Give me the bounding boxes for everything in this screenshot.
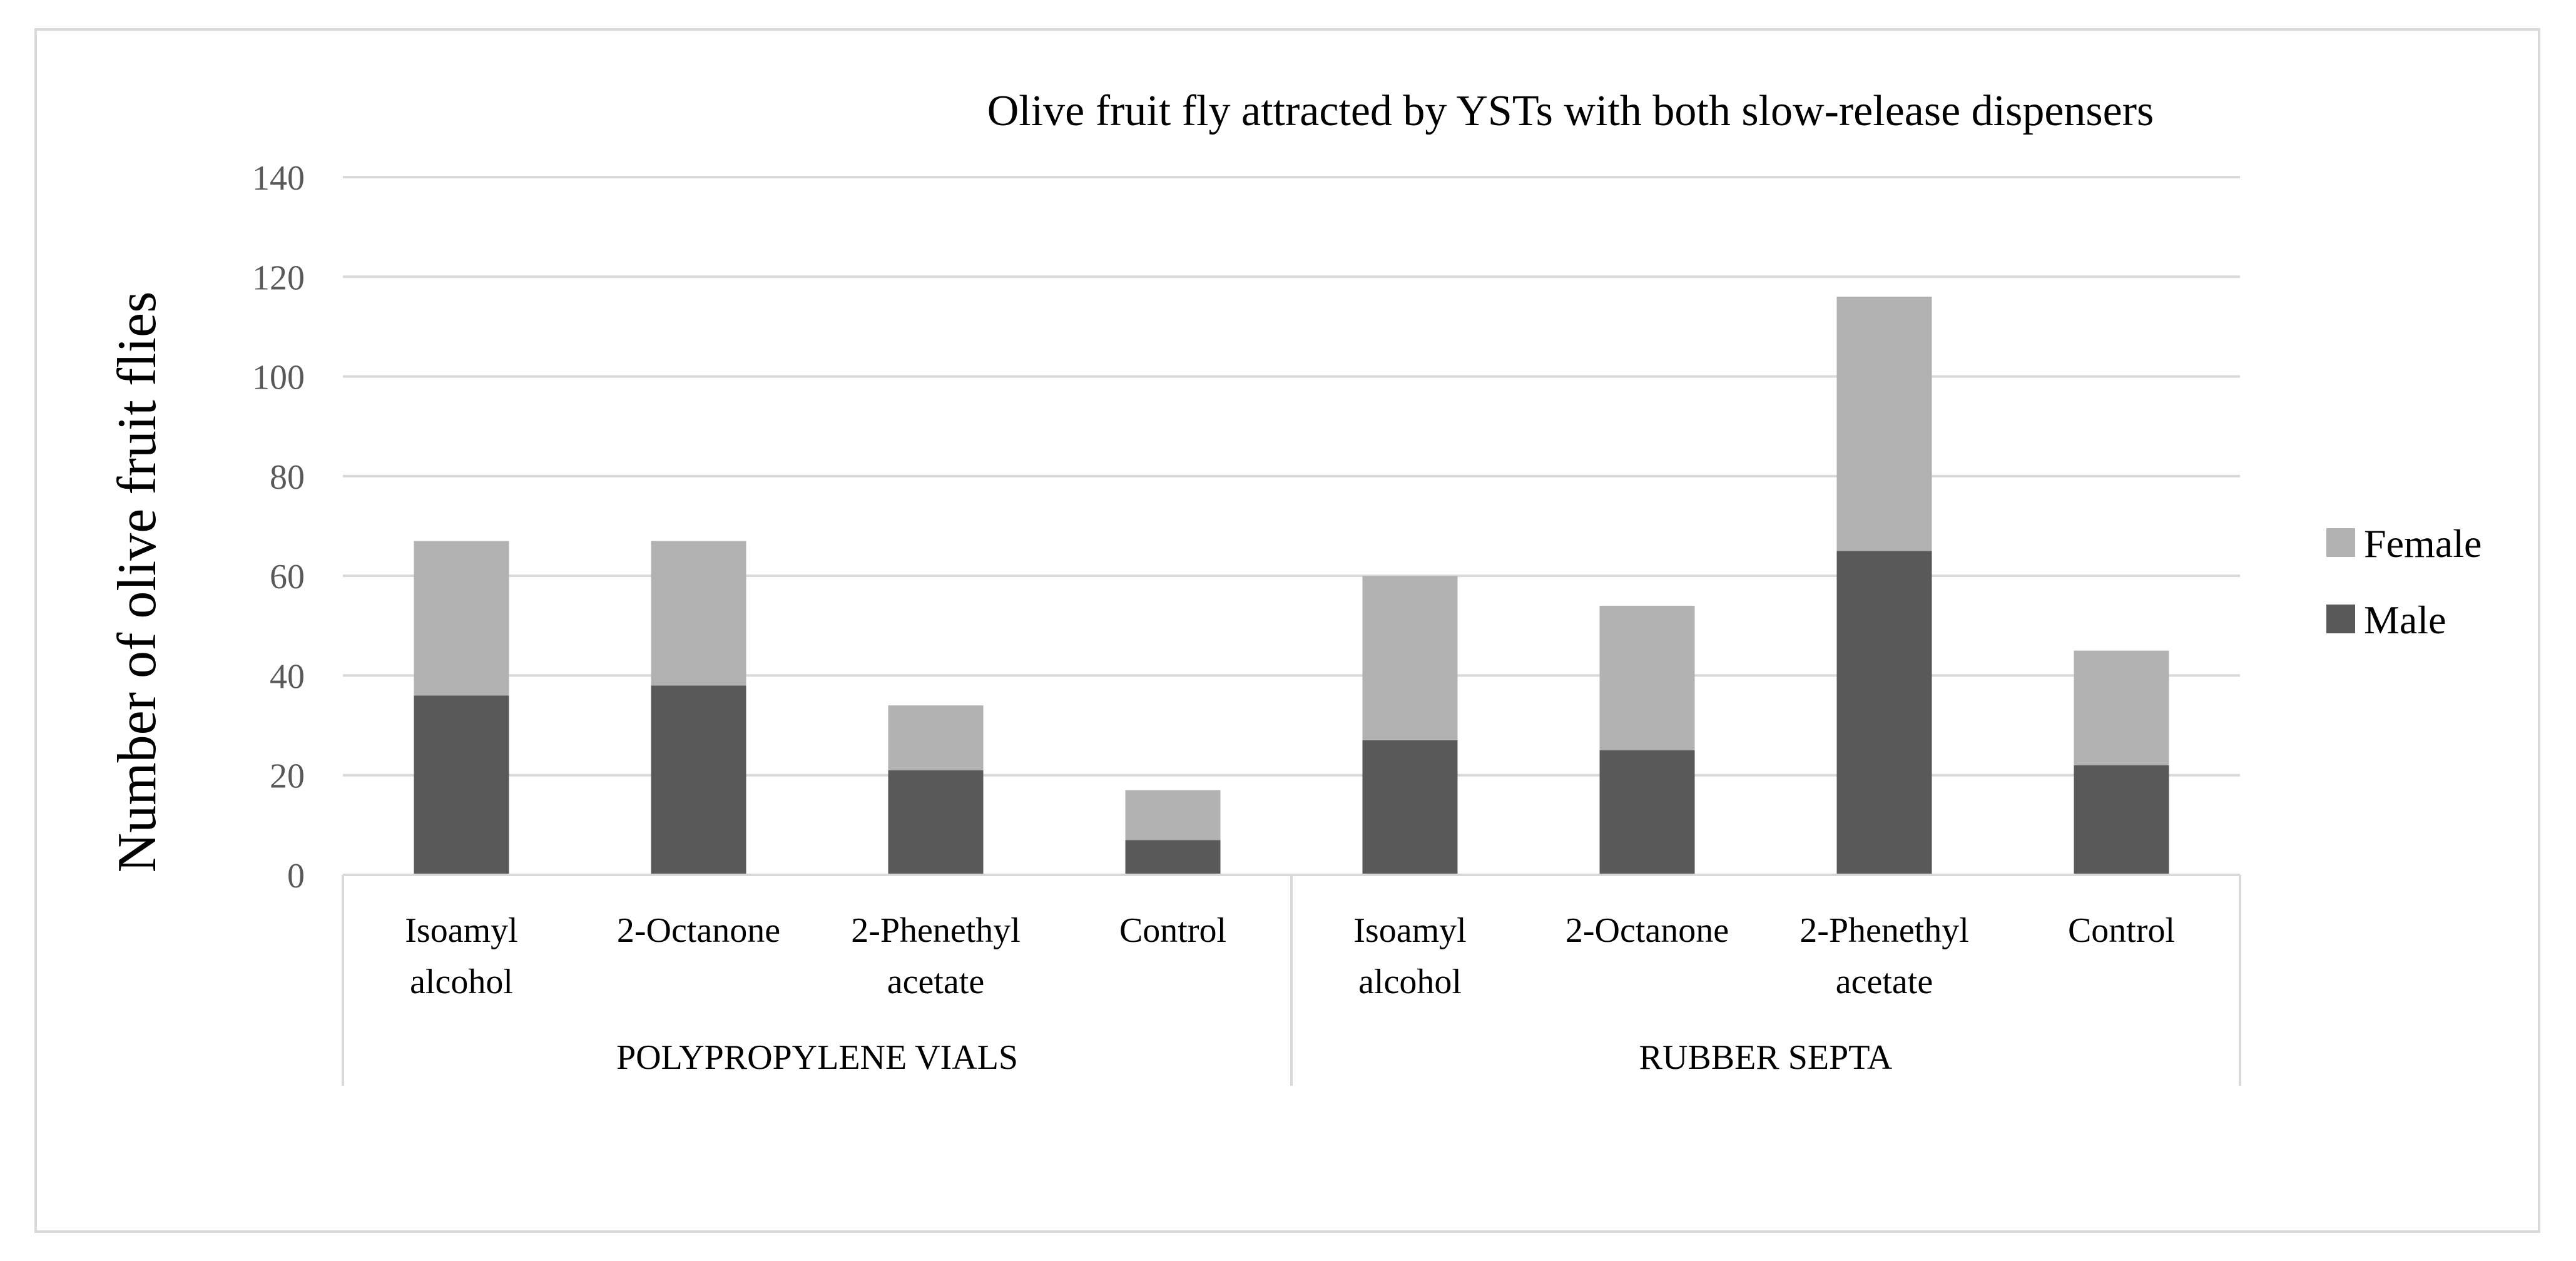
- legend: Female Male: [2326, 521, 2482, 642]
- legend-label-male: Male: [2364, 598, 2446, 642]
- bar-male-1: [414, 695, 509, 875]
- y-tick-label: 120: [252, 258, 305, 297]
- bar-male-5: [1362, 740, 1458, 875]
- legend-label-female: Female: [2364, 521, 2482, 566]
- bar-female-1: [414, 541, 509, 696]
- bar-female-3: [888, 705, 984, 770]
- legend-swatch-female: [2326, 528, 2355, 557]
- y-tick-label: 40: [270, 657, 305, 696]
- chart-title: Olive fruit fly attracted by YSTs with b…: [987, 87, 2154, 135]
- x-tick-label-line: Isoamyl: [405, 911, 517, 950]
- bar-male-4: [1125, 840, 1221, 875]
- x-tick-label: Isoamyl alcohol: [405, 911, 517, 1001]
- x-tick-label: Isoamyl alcohol: [1353, 911, 1466, 1001]
- x-tick-label-line: 2-Phenethyl: [1800, 911, 1969, 950]
- bar-male-2: [651, 685, 746, 875]
- gridlines: [343, 176, 2240, 777]
- x-tick-label: 2-Phenethyl acetate: [851, 911, 1021, 1001]
- x-tick-label: Control: [1119, 911, 1226, 950]
- y-tick-label: 100: [252, 359, 305, 397]
- x-tick-label-line: 2-Octanone: [1565, 911, 1729, 950]
- y-tick-label: 60: [270, 558, 305, 596]
- x-tick-label-line: 2-Phenethyl: [851, 911, 1021, 950]
- x-tick-label: 2-Octanone: [617, 911, 780, 950]
- bars: [414, 297, 2169, 875]
- x-tick-label-line: 2-Octanone: [617, 911, 780, 950]
- y-tick-labels: 0 20 40 60 80 100 120 140: [252, 159, 305, 896]
- y-axis-label: Number of olive fruit flies: [107, 292, 168, 873]
- bar-female-5: [1362, 576, 1458, 740]
- bar-male-6: [1599, 750, 1695, 875]
- y-tick-label: 20: [270, 757, 305, 796]
- bar-female-6: [1599, 605, 1695, 750]
- x-tick-label-line: Control: [1119, 911, 1226, 950]
- x-tick-label-line: acetate: [1836, 962, 1933, 1001]
- x-tick-label: Control: [2068, 911, 2175, 950]
- x-tick-label-line: alcohol: [1358, 962, 1462, 1001]
- legend-swatch-male: [2326, 605, 2355, 633]
- bar-female-8: [2074, 650, 2169, 765]
- group-label: RUBBER SEPTA: [1639, 1038, 1893, 1077]
- group-label: POLYPROPYLENE VIALS: [616, 1038, 1018, 1077]
- x-tick-label-line: Control: [2068, 911, 2175, 950]
- y-tick-label: 80: [270, 458, 305, 497]
- bar-female-4: [1125, 790, 1221, 840]
- x-tick-label-line: acetate: [887, 962, 984, 1001]
- bar-male-8: [2074, 765, 2169, 875]
- y-tick-label: 140: [252, 159, 305, 198]
- bar-male-3: [888, 770, 984, 875]
- bar-male-7: [1836, 551, 1932, 875]
- bar-female-7: [1836, 297, 1932, 551]
- x-tick-label: 2-Octanone: [1565, 911, 1729, 950]
- x-tick-label-line: Isoamyl: [1353, 911, 1466, 950]
- bar-female-2: [651, 541, 746, 686]
- x-tick-label: 2-Phenethyl acetate: [1800, 911, 1969, 1001]
- x-axis: Isoamyl alcohol 2-Octanone 2-Phenethyl aceta…: [342, 874, 2241, 1086]
- x-tick-label-line: alcohol: [410, 962, 513, 1001]
- y-tick-label: 0: [287, 857, 305, 896]
